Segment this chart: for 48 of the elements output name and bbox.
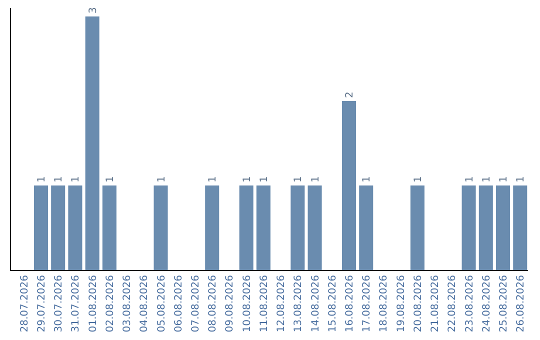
x-tick-label: 28.07.2026 xyxy=(19,275,30,332)
data-label: 1 xyxy=(412,176,424,182)
x-tick-label: 04.08.2026 xyxy=(139,275,150,332)
data-label: 1 xyxy=(464,176,476,182)
x-tick-label: 22.08.2026 xyxy=(447,275,458,332)
x-tick-label: 15.08.2026 xyxy=(327,275,338,332)
x-tick-label: 05.08.2026 xyxy=(156,275,168,332)
x-tick-label: 31.07.2026 xyxy=(70,275,82,332)
x-tick-label: 18.08.2026 xyxy=(378,275,390,332)
data-label: 1 xyxy=(242,176,253,182)
x-tick-label: 25.08.2026 xyxy=(498,275,510,332)
x-tick-label: 14.08.2026 xyxy=(310,275,322,332)
x-tick-label: 11.08.2026 xyxy=(258,275,270,332)
data-label: 1 xyxy=(481,176,492,182)
data-label: 1 xyxy=(498,176,510,182)
x-tick-label: 01.08.2026 xyxy=(88,275,99,332)
x-tick-label: 20.08.2026 xyxy=(412,275,424,332)
x-tick-label: 10.08.2026 xyxy=(242,275,253,332)
x-tick-label: 29.07.2026 xyxy=(36,275,48,332)
x-tick-label: 03.08.2026 xyxy=(122,275,134,332)
x-tick-label: 07.08.2026 xyxy=(190,275,202,332)
x-tick-label: 23.08.2026 xyxy=(464,275,476,332)
x-tick-label: 12.08.2026 xyxy=(276,275,288,332)
x-tick-label: 09.08.2026 xyxy=(224,275,236,332)
x-tick-label: 30.07.2026 xyxy=(54,275,65,332)
x-tick-label: 17.08.2026 xyxy=(362,275,373,332)
data-label: 1 xyxy=(36,176,48,182)
data-label: 1 xyxy=(362,176,373,182)
data-label: 1 xyxy=(208,176,219,182)
x-tick-label: 19.08.2026 xyxy=(396,275,407,332)
data-label: 3 xyxy=(88,7,99,14)
x-tick-label: 16.08.2026 xyxy=(344,275,356,332)
x-tick-label: 02.08.2026 xyxy=(104,275,116,332)
x-tick-label: 21.08.2026 xyxy=(430,275,442,332)
data-label: 1 xyxy=(104,176,116,182)
data-label: 1 xyxy=(516,176,527,182)
data-label: 1 xyxy=(70,176,82,182)
data-label: 1 xyxy=(258,176,270,182)
x-tick-label: 26.08.2026 xyxy=(516,275,527,332)
x-tick-label: 08.08.2026 xyxy=(208,275,219,332)
data-label: 1 xyxy=(310,176,322,182)
x-tick-label: 13.08.2026 xyxy=(293,275,304,332)
data-label: 1 xyxy=(293,176,304,182)
data-label: 1 xyxy=(54,176,65,182)
data-label: 2 xyxy=(344,92,356,98)
data-label: 1 xyxy=(156,176,168,182)
x-tick-label: 06.08.2026 xyxy=(173,275,184,332)
x-tick-label: 24.08.2026 xyxy=(481,275,492,332)
